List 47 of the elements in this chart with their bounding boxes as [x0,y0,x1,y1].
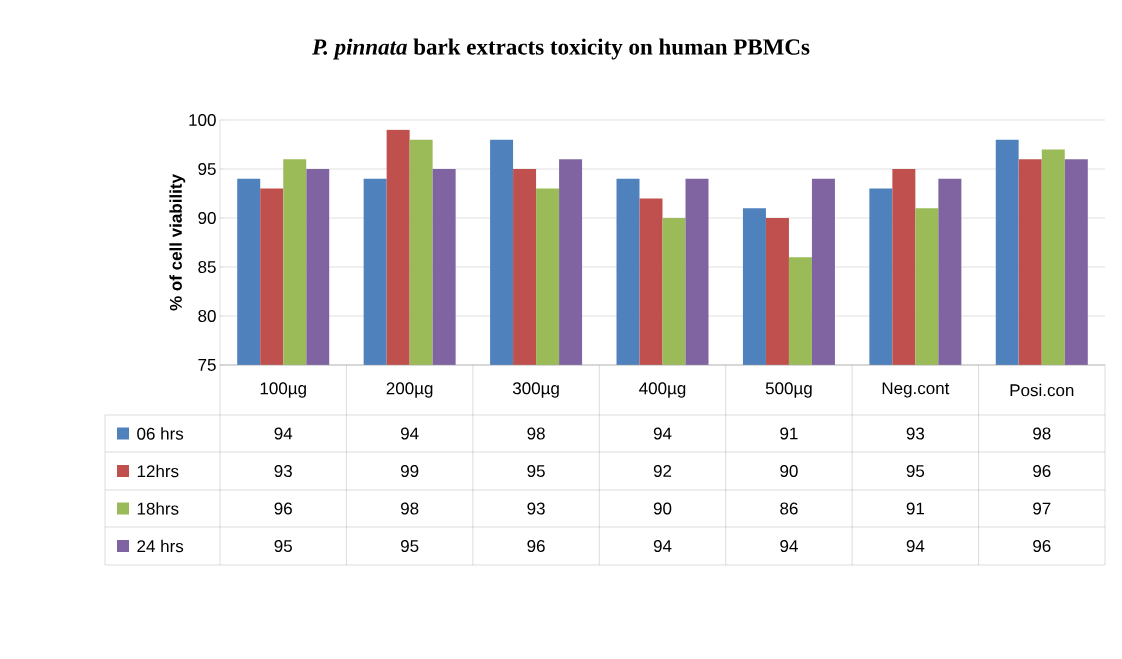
data-label: 97 [1033,502,1051,515]
data-label: 93 [274,464,292,478]
data-label: 90 [780,464,798,478]
data-label: 93 [906,427,925,440]
y-axis-title: % of cell viability [169,174,186,311]
x-tick-label: 100µg [260,382,306,398]
data-label: 96 [1033,539,1051,553]
x-tick-label: 500µg [765,382,812,398]
y-tick-label: 95 [198,162,216,176]
legend-label: 24 hrs [137,539,184,553]
y-tick-label: 75 [198,359,216,371]
data-label: 91 [906,502,924,515]
x-tick-label: Neg.cont [882,382,950,398]
data-label: 93 [527,502,545,515]
y-tick-label: 85 [198,260,216,274]
data-label: 91 [780,427,798,440]
legend-label: 06 hrs [137,427,184,440]
legend-label: 18hrs [137,502,179,515]
chart-title: P. pinnata bark extracts toxicity on human PBMCs [312,38,810,60]
data-label: 98 [1033,427,1051,440]
data-label: 95 [527,464,545,478]
data-label: 96 [527,539,545,553]
data-label: 94 [780,539,798,553]
x-tick-label: 200µg [386,382,433,398]
data-label: 98 [400,502,419,515]
data-label: 86 [780,502,798,515]
data-label: 96 [274,502,292,515]
data-label: 94 [274,427,293,440]
data-label: 95 [400,539,419,553]
data-label: 94 [400,427,419,440]
data-label: 94 [653,427,672,440]
data-label: 96 [1033,464,1051,478]
data-label: 99 [400,464,419,478]
data-label: 94 [906,539,925,553]
data-label: 92 [653,464,672,478]
data-label: 95 [906,464,925,478]
data-label: 94 [653,539,672,553]
data-label: 98 [527,427,545,440]
x-tick-label: Posi.con [1010,383,1074,397]
data-label: 90 [653,502,672,515]
x-tick-label: 300µg [512,382,559,398]
y-tick-label: 90 [198,211,216,225]
data-label: 95 [274,539,292,553]
y-tick-label: 100 [189,113,216,127]
x-tick-label: 400µg [639,382,686,398]
legend-label: 12hrs [137,464,179,478]
y-tick-label: 80 [198,309,216,323]
